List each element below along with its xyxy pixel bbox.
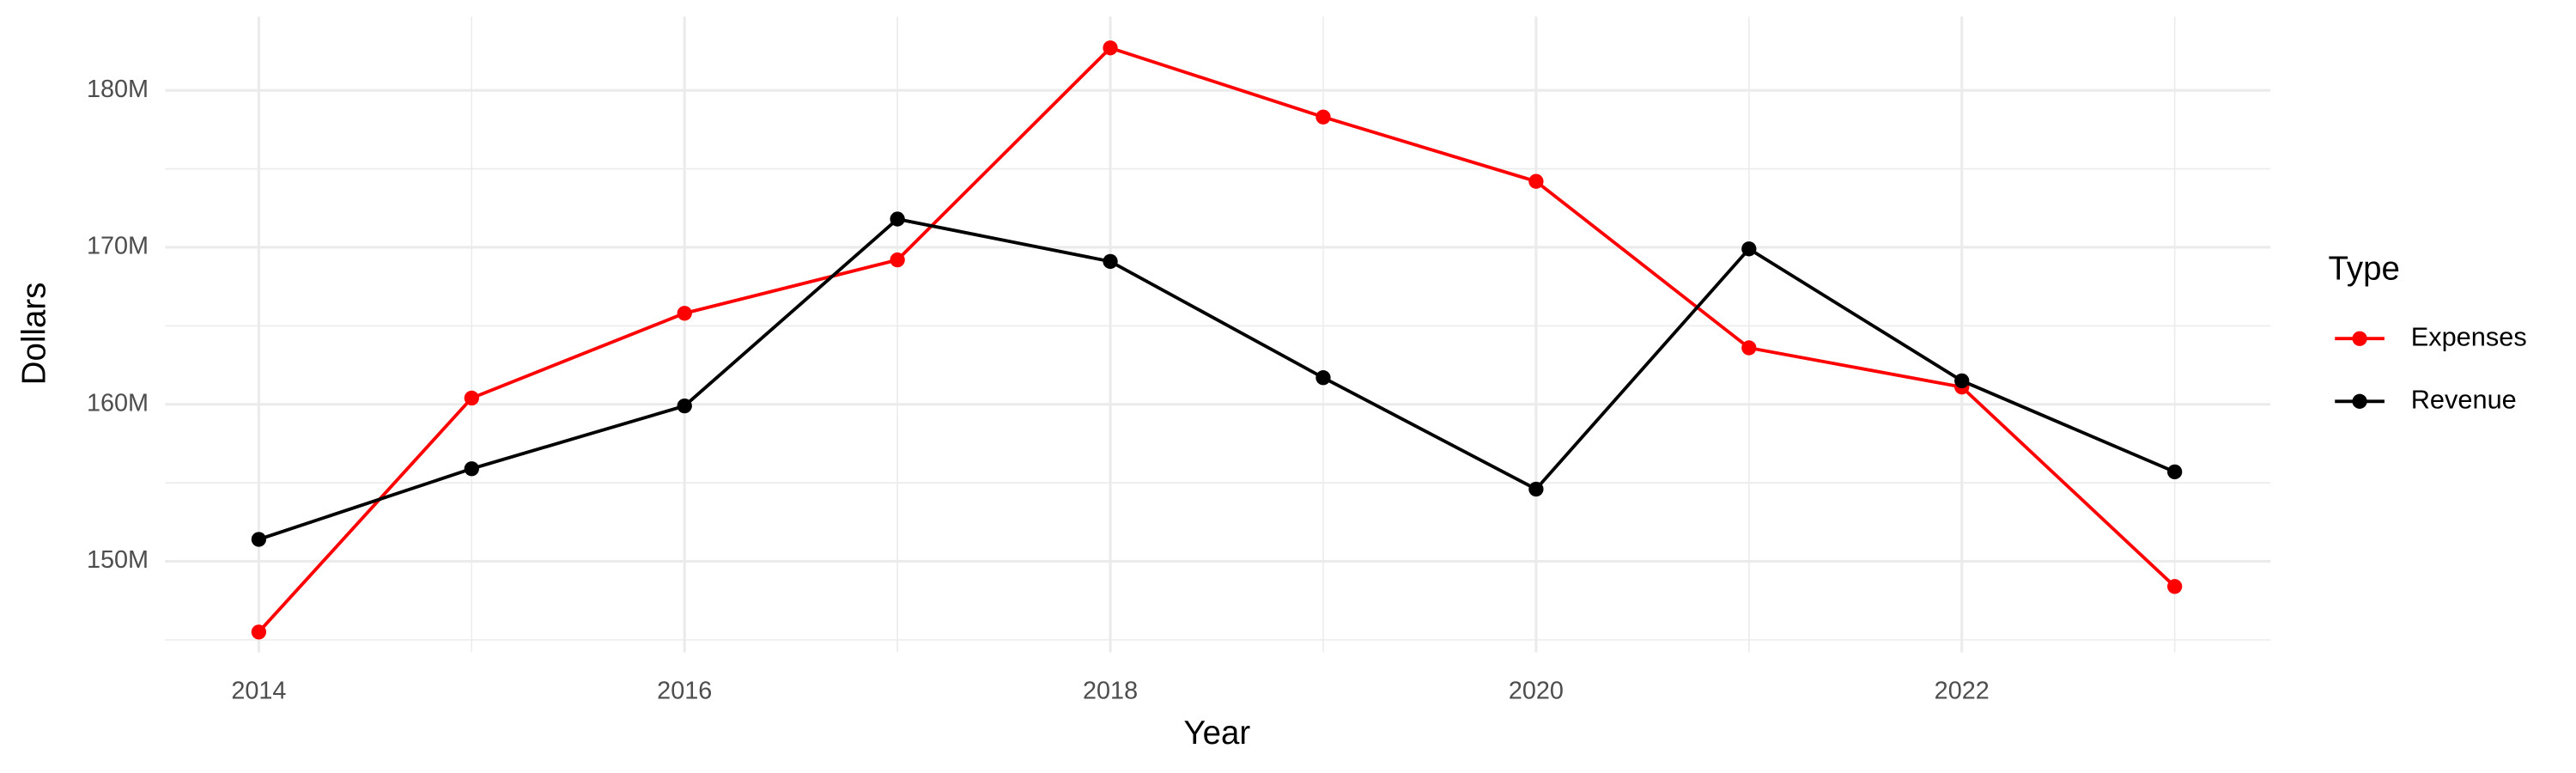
y-axis-title: Dollars xyxy=(15,283,52,386)
data-point xyxy=(464,461,479,477)
series-line xyxy=(258,216,2176,541)
data-point xyxy=(1741,241,1757,257)
data-point xyxy=(1528,173,1544,189)
x-tick-label: 2014 xyxy=(231,677,286,704)
data-point xyxy=(677,398,692,414)
legend-key-point xyxy=(2352,331,2367,346)
legend-label: Expenses xyxy=(2411,321,2527,351)
x-axis-title: Year xyxy=(1183,715,1250,752)
y-tick-label: 160M xyxy=(87,389,149,417)
data-point xyxy=(2167,464,2183,480)
legend-key-point xyxy=(2352,393,2367,409)
data-point xyxy=(1741,340,1757,356)
data-point xyxy=(2167,579,2183,594)
x-tick-label: 2018 xyxy=(1083,677,1138,704)
x-tick-label: 2020 xyxy=(1509,677,1564,704)
data-point xyxy=(1315,109,1331,125)
data-point xyxy=(1103,40,1118,56)
data-point xyxy=(1528,481,1544,497)
x-tick-label: 2016 xyxy=(657,677,712,704)
data-point xyxy=(1954,373,1970,389)
y-tick-label: 180M xyxy=(87,76,149,103)
data-point xyxy=(1315,370,1331,386)
data-point xyxy=(890,211,905,227)
series-line xyxy=(257,46,2176,634)
data-point xyxy=(1103,253,1118,270)
y-tick-label: 170M xyxy=(87,233,149,260)
data-point xyxy=(677,306,692,321)
y-tick-label: 150M xyxy=(87,546,149,574)
legend-title: Type xyxy=(2329,251,2400,288)
data-point xyxy=(251,532,267,547)
legend-label: Revenue xyxy=(2411,384,2517,414)
data-point xyxy=(251,624,267,640)
data-point xyxy=(890,252,905,268)
data-point xyxy=(464,390,479,406)
x-tick-label: 2022 xyxy=(1935,677,1990,704)
